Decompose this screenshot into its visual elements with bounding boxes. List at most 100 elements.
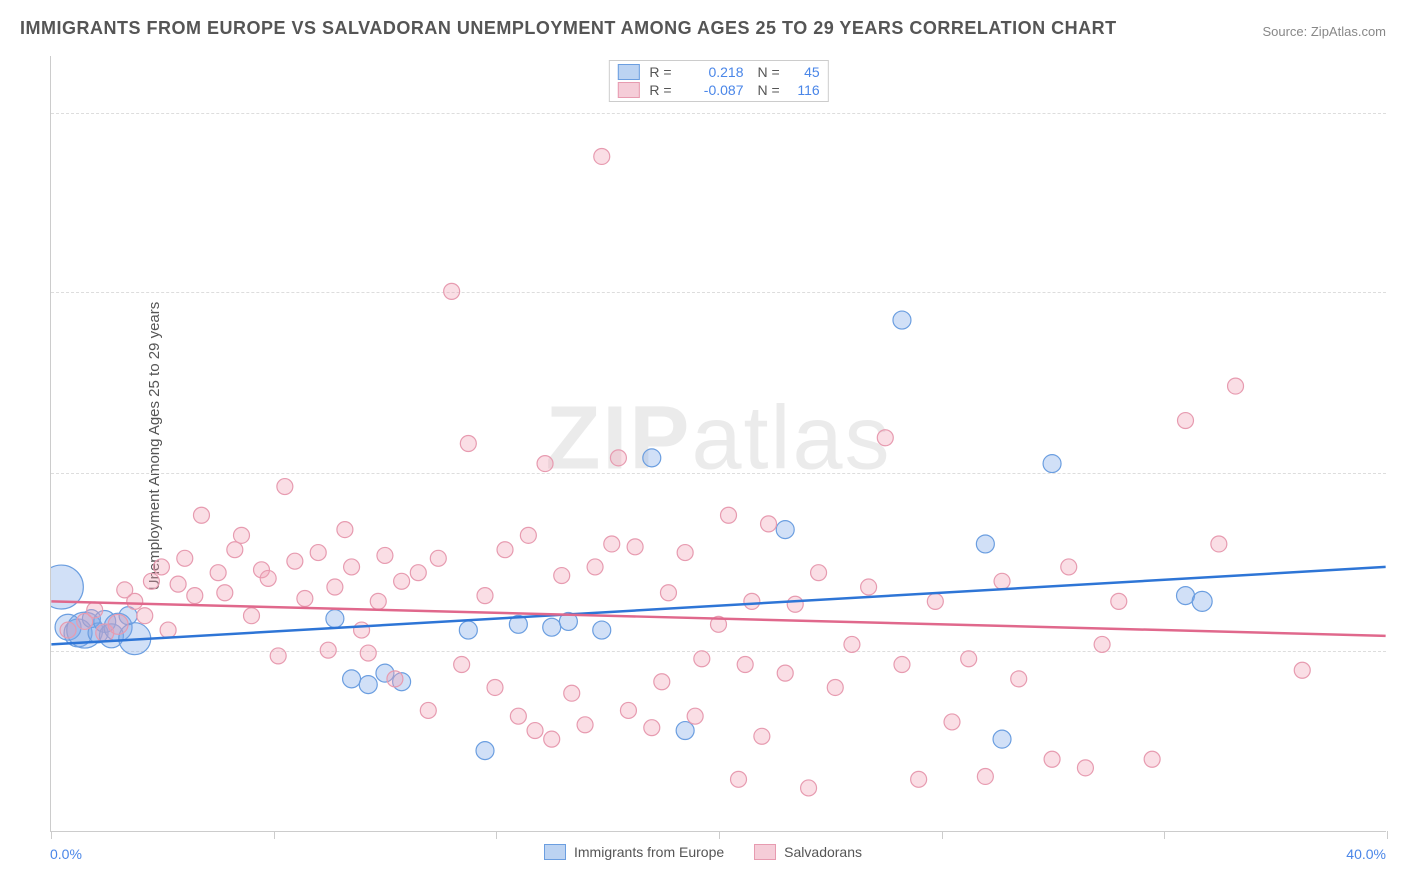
data-point — [520, 527, 536, 543]
data-point — [1211, 536, 1227, 552]
data-point — [444, 283, 460, 299]
legend-swatch — [617, 64, 639, 80]
n-label: N = — [758, 82, 780, 98]
data-point — [297, 591, 313, 607]
r-label: R = — [649, 64, 671, 80]
data-point — [510, 708, 526, 724]
data-point — [894, 657, 910, 673]
x-tick — [51, 831, 52, 839]
data-point — [754, 728, 770, 744]
data-point — [60, 622, 76, 638]
data-point — [217, 585, 233, 601]
data-point — [87, 602, 103, 618]
data-point — [654, 674, 670, 690]
data-point — [410, 565, 426, 581]
data-point — [527, 723, 543, 739]
data-point — [187, 588, 203, 604]
data-point — [593, 621, 611, 639]
x-tick — [274, 831, 275, 839]
data-point — [660, 585, 676, 601]
legend-label: Immigrants from Europe — [574, 844, 724, 860]
data-point — [1061, 559, 1077, 575]
data-point — [564, 685, 580, 701]
data-point — [337, 522, 353, 538]
data-point — [177, 550, 193, 566]
data-point — [604, 536, 620, 552]
data-point — [976, 535, 994, 553]
data-point — [893, 311, 911, 329]
data-point — [1178, 413, 1194, 429]
data-point — [721, 507, 737, 523]
chart-plot-area: R =0.218N =45R =-0.087N =116 ZIPatlas 6.… — [50, 56, 1386, 832]
data-point — [644, 720, 660, 736]
x-axis-max-label: 40.0% — [1346, 846, 1386, 862]
data-point — [544, 731, 560, 747]
x-axis-min-label: 0.0% — [50, 846, 82, 862]
data-point — [377, 547, 393, 563]
data-point — [460, 436, 476, 452]
data-point — [143, 573, 159, 589]
data-point — [497, 542, 513, 558]
data-point — [1077, 760, 1093, 776]
data-point — [260, 570, 276, 586]
data-point — [787, 596, 803, 612]
data-point — [394, 573, 410, 589]
y-tick-label: 6.3% — [1393, 643, 1406, 659]
data-point — [993, 730, 1011, 748]
n-value: 45 — [784, 64, 820, 80]
data-point — [430, 550, 446, 566]
x-tick — [719, 831, 720, 839]
data-point — [420, 702, 436, 718]
data-point — [977, 768, 993, 784]
source-label: Source: ZipAtlas.com — [1262, 24, 1386, 39]
legend-row: R =0.218N =45 — [609, 63, 827, 81]
data-point — [537, 456, 553, 472]
y-tick-label: 25.0% — [1393, 105, 1406, 121]
data-point — [776, 521, 794, 539]
data-point — [477, 588, 493, 604]
legend-swatch — [754, 844, 776, 860]
data-point — [1192, 591, 1212, 611]
r-label: R = — [649, 82, 671, 98]
data-point — [861, 579, 877, 595]
data-point — [927, 593, 943, 609]
data-point — [676, 722, 694, 740]
data-point — [160, 622, 176, 638]
legend-row: R = -0.087 N =116 — [609, 81, 827, 99]
data-point — [387, 671, 403, 687]
data-point — [677, 545, 693, 561]
data-point — [487, 679, 503, 695]
data-point — [737, 657, 753, 673]
data-point — [360, 645, 376, 661]
data-point — [234, 527, 250, 543]
x-tick — [1164, 831, 1165, 839]
n-value: 116 — [784, 82, 820, 98]
data-point — [961, 651, 977, 667]
data-point — [287, 553, 303, 569]
r-value: -0.087 — [676, 82, 744, 98]
legend-item: Salvadorans — [754, 844, 862, 860]
data-point — [801, 780, 817, 796]
data-point — [577, 717, 593, 733]
data-point — [1011, 671, 1027, 687]
data-point — [244, 608, 260, 624]
data-point — [1228, 378, 1244, 394]
data-point — [1044, 751, 1060, 767]
data-point — [877, 430, 893, 446]
y-tick-label: 18.8% — [1393, 284, 1406, 300]
scatter-plot-svg — [51, 56, 1386, 831]
data-point — [227, 542, 243, 558]
data-point — [594, 148, 610, 164]
data-point — [610, 450, 626, 466]
x-tick — [942, 831, 943, 839]
data-point — [944, 714, 960, 730]
data-point — [359, 676, 377, 694]
data-point — [277, 479, 293, 495]
data-point — [827, 679, 843, 695]
data-point — [137, 608, 153, 624]
series-legend: Immigrants from Europe Salvadorans — [544, 844, 862, 860]
data-point — [811, 565, 827, 581]
legend-item: Immigrants from Europe — [544, 844, 724, 860]
data-point — [127, 593, 143, 609]
data-point — [153, 559, 169, 575]
